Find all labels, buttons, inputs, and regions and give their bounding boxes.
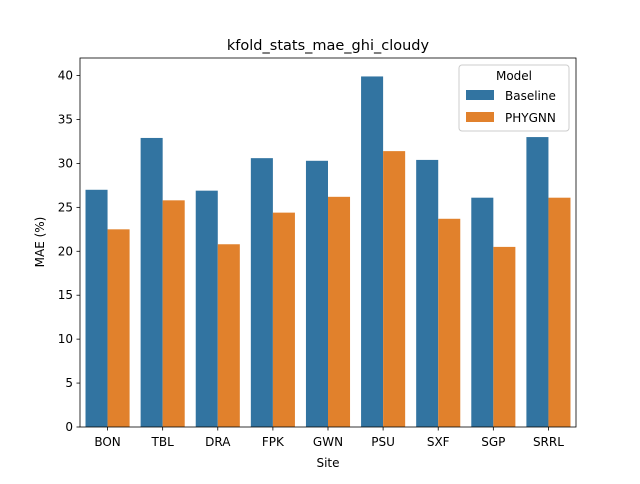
bar-phygnn-tbl (162, 200, 185, 427)
y-axis: 0 5 10 15 20 25 30 35 40 (58, 69, 80, 434)
y-tick-label: 0 (65, 420, 73, 434)
bar-baseline-gwn (305, 160, 328, 428)
y-tick-label: 10 (58, 332, 73, 346)
x-tick-label: DRA (205, 435, 231, 449)
bar-baseline-srrl (526, 137, 549, 428)
legend-label-phygnn: PHYGNN (505, 111, 556, 125)
legend-swatch-phygnn (466, 112, 494, 122)
x-tick-label: GWN (313, 435, 343, 449)
bar-baseline-bon (85, 189, 108, 427)
x-tick-label: SXF (427, 435, 450, 449)
bar-baseline-dra (195, 190, 218, 427)
chart-title: kfold_stats_mae_ghi_cloudy (227, 38, 430, 54)
bar-phygnn-psu (383, 151, 406, 427)
y-axis-label: MAE (%) (33, 217, 47, 268)
bar-baseline-sxf (416, 159, 439, 427)
bar-baseline-sgp (471, 197, 494, 427)
legend: Model Baseline PHYGNN (458, 64, 570, 132)
bar-phygnn-sgp (493, 246, 516, 427)
bar-baseline-fpk (250, 158, 273, 427)
legend-title: Model (496, 69, 532, 83)
x-tick-label: PSU (371, 435, 395, 449)
bar-baseline-tbl (140, 137, 163, 427)
bar-phygnn-dra (217, 244, 240, 427)
x-axis: BON TBL DRA FPK GWN PSU SXF SGP SRRL (94, 427, 564, 449)
x-tick-label: SGP (481, 435, 505, 449)
x-tick-label: FPK (262, 435, 285, 449)
y-tick-label: 20 (58, 244, 73, 258)
x-tick-label: SRRL (533, 435, 564, 449)
y-tick-label: 15 (58, 288, 73, 302)
y-tick-label: 30 (58, 156, 73, 170)
bar-phygnn-fpk (272, 212, 295, 427)
y-tick-label: 35 (58, 113, 73, 127)
plot-frame (79, 57, 577, 428)
bar-phygnn-gwn (328, 196, 351, 427)
legend-swatch-baseline (466, 90, 494, 100)
bars-group (85, 76, 571, 428)
bar-phygnn-srrl (548, 197, 571, 427)
y-tick-label: 40 (58, 69, 73, 83)
x-tick-label: BON (94, 435, 120, 449)
y-tick-label: 5 (65, 376, 73, 390)
bar-phygnn-sxf (438, 218, 461, 427)
x-axis-label: Site (316, 456, 339, 470)
bar-phygnn-bon (107, 229, 130, 427)
x-tick-label: TBL (151, 435, 175, 449)
y-tick-label: 25 (58, 200, 73, 214)
legend-label-baseline: Baseline (505, 89, 556, 103)
bar-baseline-psu (361, 76, 384, 427)
